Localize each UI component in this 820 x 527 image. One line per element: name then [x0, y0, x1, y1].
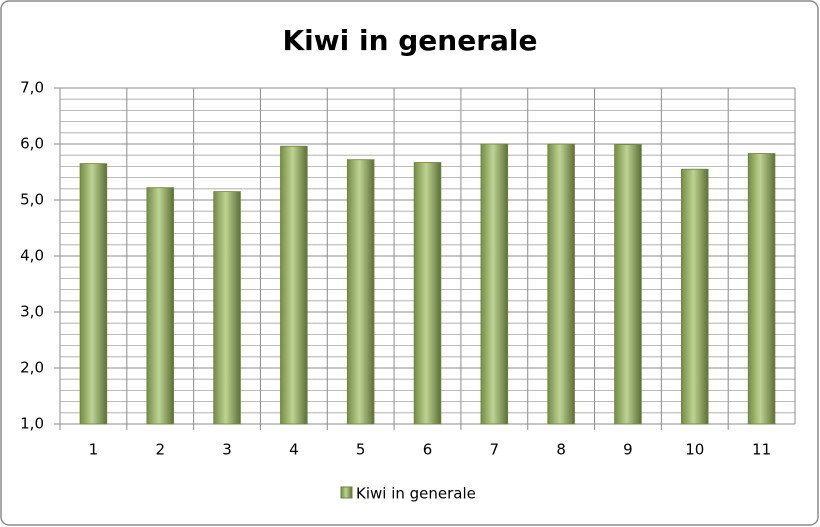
y-tick-label: 5,0 — [20, 191, 44, 209]
bar — [681, 168, 709, 425]
y-tick-label: 4,0 — [20, 247, 44, 265]
bar — [547, 143, 575, 425]
bar — [280, 145, 308, 425]
bar — [146, 187, 174, 425]
x-tick-label: 3 — [222, 441, 232, 459]
bar — [480, 143, 509, 425]
y-tick-label: 1,0 — [20, 415, 44, 433]
legend-swatch — [340, 486, 353, 499]
x-tick-label: 6 — [423, 441, 433, 459]
bar — [213, 191, 241, 425]
x-tick-label: 5 — [356, 441, 366, 459]
bar — [747, 153, 776, 425]
y-tick-label: 3,0 — [20, 303, 44, 321]
x-tick-label: 9 — [623, 441, 633, 459]
y-tick-label: 7,0 — [20, 79, 44, 97]
x-tick-label: 8 — [556, 441, 566, 459]
bar — [79, 163, 108, 425]
bar — [346, 159, 375, 425]
legend-label: Kiwi in generale — [356, 485, 476, 503]
x-tick-label: 10 — [685, 441, 704, 459]
y-tick-label: 6,0 — [20, 135, 44, 153]
y-tick-label: 2,0 — [20, 359, 44, 377]
bar — [614, 144, 642, 425]
bar — [413, 162, 442, 425]
x-tick-label: 1 — [89, 441, 99, 459]
x-tick-label: 2 — [155, 441, 165, 459]
chart-title: Kiwi in generale — [282, 24, 537, 57]
x-tick-label: 7 — [490, 441, 500, 459]
x-tick-label: 4 — [289, 441, 299, 459]
x-tick-label: 11 — [752, 441, 771, 459]
